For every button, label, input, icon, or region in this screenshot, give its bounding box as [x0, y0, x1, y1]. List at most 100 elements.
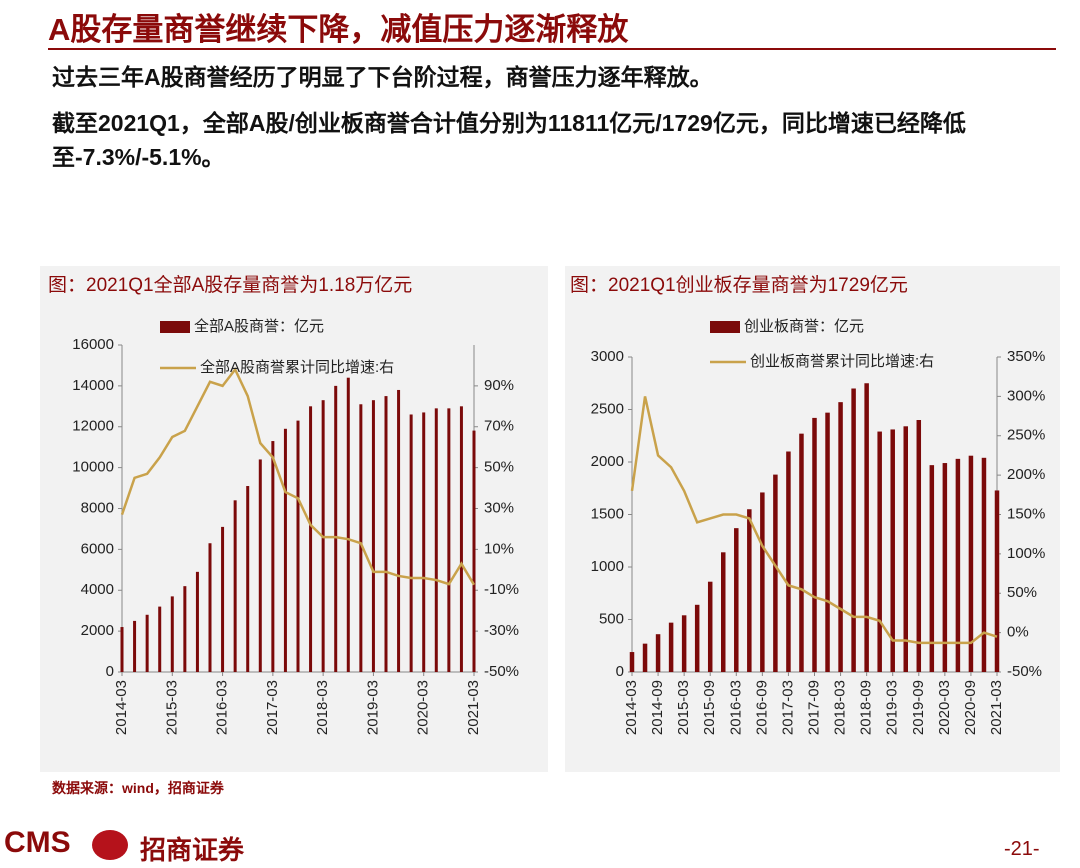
- bar: [942, 463, 948, 672]
- y2-tick-label: 350%: [1007, 348, 1045, 365]
- bar: [629, 652, 635, 672]
- bar: [384, 396, 388, 672]
- bar: [642, 643, 648, 672]
- y-tick-label: 3000: [591, 348, 624, 365]
- logo: CMS: [4, 826, 71, 859]
- bar: [258, 459, 262, 672]
- bar: [734, 528, 739, 672]
- bullet: 过去三年A股商誉经历了明显了下台阶过程，商誉压力逐年释放。: [52, 64, 713, 90]
- x-tick-label: 2020-03: [415, 680, 432, 735]
- bar: [877, 431, 882, 672]
- bar: [233, 500, 237, 672]
- y2-tick-label: 0%: [1007, 624, 1029, 641]
- legend-swatch: [710, 321, 740, 333]
- bar: [721, 552, 726, 672]
- x-tick-label: 2014-03: [113, 680, 130, 735]
- legend-label: 创业板商誉累计同比增速:右: [750, 352, 934, 370]
- bar: [760, 492, 765, 672]
- x-tick-label: 2021-03: [988, 680, 1005, 735]
- x-tick-label: 2015-03: [675, 680, 692, 735]
- bar: [981, 457, 987, 672]
- x-tick-label: 2019-03: [364, 680, 381, 735]
- bar: [133, 620, 137, 672]
- bar: [208, 543, 212, 672]
- bullet: 截至2021Q1，全部A股/创业板商誉合计值分别为11811亿元/1729亿元，…: [52, 110, 966, 170]
- x-tick-label: 2020-03: [936, 680, 953, 735]
- source: 数据来源：wind，招商证券: [52, 780, 224, 796]
- bar: [145, 614, 149, 672]
- y-tick-label: 2500: [591, 400, 624, 417]
- x-tick-label: 2014-09: [649, 680, 666, 735]
- y-tick-label: 16000: [72, 336, 114, 353]
- x-tick-label: 2014-03: [623, 680, 640, 735]
- chart-title: 图：2021Q1创业板存量商誉为1729亿元: [570, 274, 908, 296]
- slide-title: A股存量商誉继续下降，减值压力逐渐释放: [48, 12, 629, 47]
- x-tick-label: 2021-03: [465, 680, 482, 735]
- y-tick-label: 1500: [591, 505, 624, 522]
- bar: [397, 389, 401, 672]
- bar: [371, 400, 375, 672]
- bar: [851, 388, 856, 672]
- bar: [271, 441, 275, 672]
- page-number: -21-: [1004, 838, 1040, 860]
- chart-title: 图：2021Q1全部A股存量商誉为1.18万亿元: [48, 274, 412, 296]
- bar: [955, 458, 961, 672]
- x-tick-label: 2016-09: [753, 680, 770, 735]
- company: 招商证券: [140, 835, 245, 865]
- x-tick-label: 2020-09: [962, 680, 979, 735]
- y2-tick-label: 50%: [1007, 584, 1037, 601]
- x-tick-label: 2018-03: [314, 680, 331, 735]
- bar: [707, 581, 713, 672]
- bar: [929, 465, 935, 672]
- bar: [296, 420, 300, 672]
- bar: [655, 634, 661, 672]
- bar: [246, 486, 250, 672]
- y-tick-label: 1000: [591, 558, 624, 575]
- y-tick-label: 2000: [81, 622, 114, 639]
- bar: [459, 406, 463, 672]
- bar: [472, 430, 476, 672]
- y2-tick-label: 300%: [1007, 387, 1045, 404]
- bar: [681, 615, 687, 672]
- bar: [334, 385, 338, 672]
- bar: [786, 451, 791, 672]
- bar: [864, 383, 869, 672]
- y2-tick-label: 30%: [484, 499, 514, 516]
- bar: [773, 474, 778, 672]
- y2-tick-label: -50%: [1007, 663, 1042, 680]
- x-tick-label: 2015-09: [701, 680, 718, 735]
- legend-label: 全部A股商誉：亿元: [194, 317, 324, 335]
- x-tick-label: 2015-03: [163, 680, 180, 735]
- x-tick-label: 2016-03: [214, 680, 231, 735]
- bar: [747, 509, 752, 672]
- bar: [903, 426, 908, 672]
- y2-tick-label: -30%: [484, 622, 519, 639]
- bar: [346, 377, 350, 672]
- logo-badge: [92, 830, 128, 860]
- x-tick-label: 2018-03: [832, 680, 849, 735]
- y2-tick-label: -10%: [484, 581, 519, 598]
- bar: [799, 433, 804, 672]
- bar: [968, 455, 974, 672]
- panel: [40, 266, 548, 772]
- line: [630, 396, 998, 645]
- y2-tick-label: 70%: [484, 418, 514, 435]
- y-tick-label: 4000: [81, 581, 114, 598]
- bar: [994, 490, 1000, 672]
- x-tick-label: 2017-03: [779, 680, 796, 735]
- y2-tick-label: 150%: [1007, 505, 1045, 522]
- legend-label: 全部A股商誉累计同比增速:右: [200, 358, 394, 376]
- y-tick-label: 10000: [72, 459, 114, 476]
- y2-tick-label: 200%: [1007, 466, 1045, 483]
- y2-tick-label: 10%: [484, 540, 514, 557]
- bar: [195, 571, 199, 672]
- bar: [447, 408, 451, 672]
- bar: [170, 596, 174, 672]
- x-tick-label: 2016-03: [727, 680, 744, 735]
- bar: [694, 604, 700, 672]
- y2-tick-label: 50%: [484, 459, 514, 476]
- x-tick-label: 2019-09: [910, 680, 927, 735]
- bar: [283, 428, 287, 672]
